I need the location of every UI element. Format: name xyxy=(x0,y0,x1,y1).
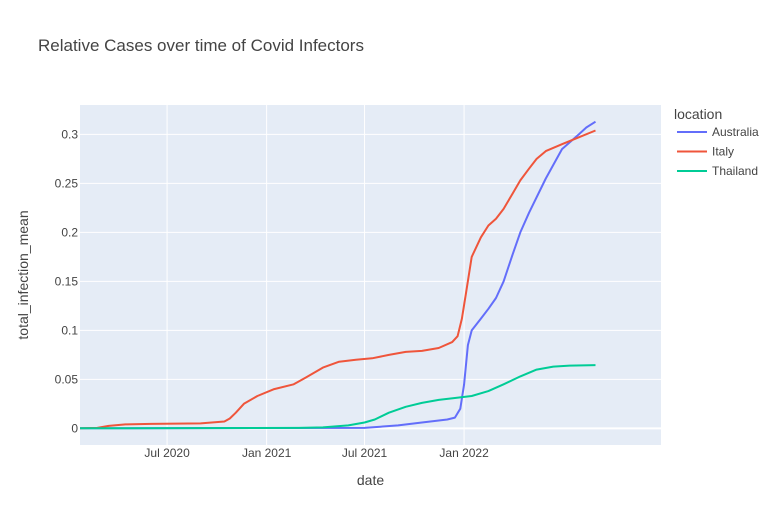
series-line-italy xyxy=(79,129,596,430)
y-tick-label: 0.25 xyxy=(55,176,79,190)
x-tick-label: Jul 2021 xyxy=(342,446,388,460)
series-line-australia xyxy=(79,120,597,430)
y-tick-label: 0.2 xyxy=(61,225,78,239)
legend-item-thailand[interactable]: Thailand xyxy=(677,164,758,178)
legend[interactable]: location Australia Italy Thailand xyxy=(674,106,759,178)
y-tick-label: 0 xyxy=(71,421,78,435)
x-gridlines xyxy=(166,105,465,445)
plot-background xyxy=(80,105,661,445)
y-tick-label: 0.1 xyxy=(61,323,78,337)
y-axis-label: total_infection_mean xyxy=(15,210,31,339)
y-tick-label: 0.3 xyxy=(61,127,78,141)
chart-title: Relative Cases over time of Covid Infect… xyxy=(38,36,364,55)
series-lines xyxy=(79,120,597,430)
x-tick-label: Jan 2022 xyxy=(439,446,489,460)
x-tick-label: Jan 2021 xyxy=(242,446,292,460)
legend-item-italy[interactable]: Italy xyxy=(677,145,734,159)
series-line-thailand xyxy=(79,364,596,430)
x-tick-labels: Jul 2020 Jan 2021 Jul 2021 Jan 2022 xyxy=(144,446,489,460)
legend-label: Australia xyxy=(712,125,759,139)
legend-title: location xyxy=(674,106,722,122)
legend-items[interactable]: Australia Italy Thailand xyxy=(677,125,759,178)
legend-label: Thailand xyxy=(712,164,758,178)
legend-item-australia[interactable]: Australia xyxy=(677,125,759,139)
y-tick-labels: 0 0.05 0.1 0.15 0.2 0.25 0.3 xyxy=(55,127,79,435)
x-tick-label: Jul 2020 xyxy=(144,446,190,460)
y-tick-label: 0.05 xyxy=(55,372,79,386)
x-axis-label: date xyxy=(357,472,384,488)
y-gridlines xyxy=(80,133,661,430)
legend-label: Italy xyxy=(712,145,734,159)
y-tick-label: 0.15 xyxy=(55,274,79,288)
